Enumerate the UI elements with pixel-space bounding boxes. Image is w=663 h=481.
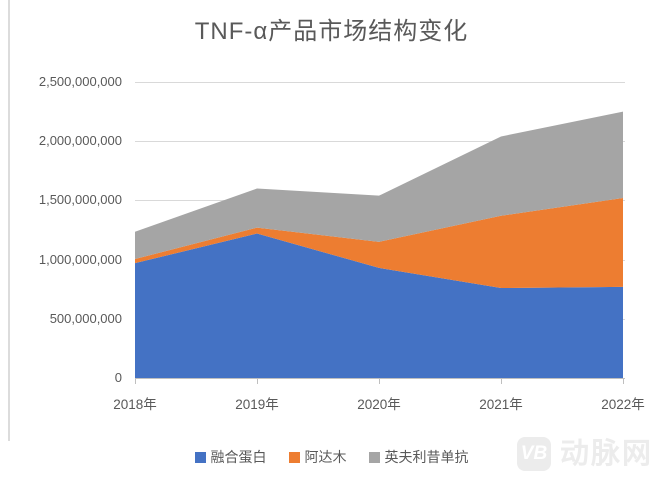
legend-item-2: 英夫利昔单抗	[368, 447, 469, 467]
legend-swatch-icon	[288, 451, 300, 463]
x-tick	[257, 379, 258, 384]
watermark: VB 动脉网	[517, 437, 653, 471]
y-tick-label: 1,000,000,000	[38, 251, 122, 267]
legend-swatch-icon	[194, 451, 206, 463]
chart-title: TNF-α产品市场结构变化	[194, 18, 469, 45]
vb-logo-icon: VB	[517, 437, 551, 471]
y-tick-label: 500,000,000	[49, 310, 122, 326]
y-tick-label: 1,500,000,000	[38, 192, 122, 208]
legend-label: 英夫利昔单抗	[384, 449, 469, 465]
vb-logo-text: VB	[520, 443, 548, 464]
x-tick	[135, 379, 136, 384]
legend-item-1: 阿达木	[288, 447, 347, 467]
legend-label: 融合蛋白	[210, 449, 267, 465]
gridline	[135, 141, 625, 143]
y-tick-label: 0	[114, 370, 122, 385]
x-axis-line	[135, 378, 625, 379]
area-series-1	[135, 198, 623, 289]
x-tick	[379, 379, 380, 384]
legend-swatch-icon	[368, 451, 380, 463]
area-series-0	[135, 233, 623, 378]
area-series-2	[135, 111, 623, 260]
y-tick-label: 2,000,000,000	[38, 133, 122, 149]
cell-border-line	[8, 0, 10, 441]
x-tick-label: 2019年	[235, 397, 279, 412]
x-tick-label: 2022年	[601, 397, 645, 412]
x-tick-label: 2018年	[113, 397, 157, 412]
x-tick-label: 2020年	[357, 397, 401, 412]
legend-label: 阿达木	[304, 449, 347, 465]
stacked-area-plot	[135, 111, 623, 378]
watermark-brand-text: 动脉网	[560, 438, 654, 470]
x-tick-label: 2021年	[479, 397, 523, 412]
y-tick-label: 2,500,000,000	[38, 74, 122, 89]
legend: 融合蛋白 阿达木 英夫利昔单抗	[0, 447, 663, 467]
legend-item-0: 融合蛋白	[194, 447, 267, 467]
x-tick	[501, 379, 502, 384]
gridline	[135, 82, 625, 83]
x-tick	[623, 379, 624, 384]
